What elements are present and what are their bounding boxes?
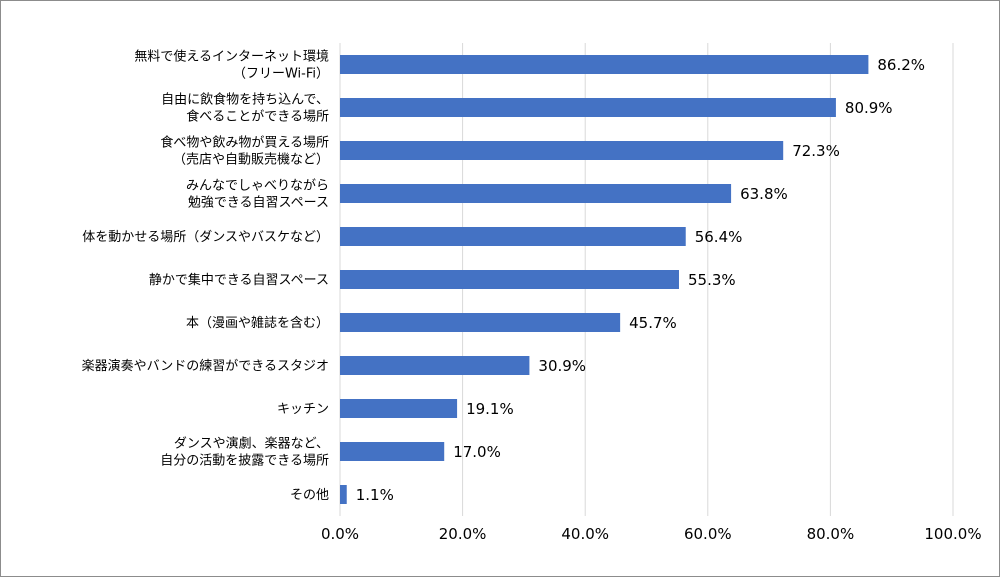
category-label: 食べ物や飲み物が買える場所 [160,135,329,151]
category-label: ダンスや演劇、楽器など、 [174,436,329,452]
bar [340,227,686,246]
x-axis-tick-labels: 0.0% 20.0% 40.0% 60.0% 80.0% 100.0% [321,525,982,543]
bar [340,270,679,289]
x-tick-label: 80.0% [807,525,855,543]
x-tick-label: 100.0% [924,525,981,543]
bar [340,485,347,504]
bar [340,313,621,332]
bars [340,55,869,504]
value-labels: 86.2% 80.9% 72.3% 63.8% 56.4% 55.3% 45.7% 30.9%… [356,56,925,504]
value-label: 17.0% [453,443,501,461]
value-label: 86.2% [877,56,925,74]
x-tick-label: 0.0% [321,525,359,543]
bar [340,356,530,375]
category-label: 楽器演奏やバンドの練習ができるスタジオ [82,358,329,374]
category-label: 食べることができる場所 [186,109,329,125]
bar [340,184,732,203]
bar [340,399,458,418]
value-label: 45.7% [629,314,677,332]
category-labels: 無料で使えるインターネット環境 （フリーWi-Fi） 自由に飲食物を持ち込んで、食べ… [82,49,329,504]
x-tick-label: 40.0% [561,525,609,543]
x-tick-label: 60.0% [684,525,732,543]
bar [340,442,445,461]
bar [340,141,784,160]
category-label: 自由に飲食物を持ち込んで、 [161,92,329,108]
category-label: 体を動かせる場所（ダンスやバスケなど） [82,230,329,245]
x-tick-label: 20.0% [439,525,487,543]
bar [340,98,836,117]
category-label: みんなでしゃべりながら [186,179,329,194]
value-label: 30.9% [538,357,586,375]
category-label: （フリーWi-Fi） [233,67,329,82]
category-label: 無料で使えるインターネット環境 [134,49,329,65]
category-label: （売店や自動販売機など） [173,152,329,168]
category-label: 自分の活動を披露できる場所 [160,454,329,469]
value-label: 19.1% [466,400,514,418]
category-label: 本（漫画や雑誌を含む） [186,315,329,331]
value-label: 1.1% [356,486,394,504]
value-label: 80.9% [845,99,893,117]
bar [340,55,869,74]
category-label: その他 [290,488,329,503]
category-label: 勉強できる自習スペース [188,196,329,211]
value-label: 55.3% [688,271,736,289]
value-label: 72.3% [792,142,840,160]
category-label: キッチン [277,402,329,417]
value-label: 63.8% [740,185,788,203]
value-label: 56.4% [695,228,743,246]
category-label: 静かで集中できる自習スペース [149,272,329,288]
